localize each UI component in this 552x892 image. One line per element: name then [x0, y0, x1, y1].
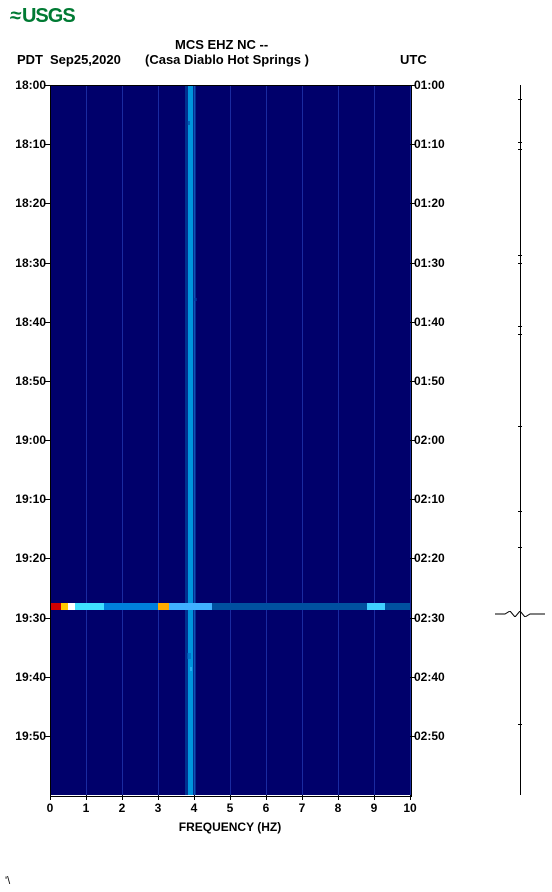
y-tick-label-left: 18:50	[15, 374, 46, 388]
gridline	[158, 85, 159, 795]
x-tick	[122, 795, 123, 800]
x-tick	[302, 795, 303, 800]
timezone-right-label: UTC	[400, 52, 427, 67]
y-tick-label-right: 02:40	[414, 670, 445, 684]
x-tick-label: 3	[155, 801, 162, 815]
station-code: MCS EHZ NC --	[175, 37, 268, 52]
y-tick-label-right: 01:30	[414, 256, 445, 270]
y-tick-label-right: 02:10	[414, 492, 445, 506]
gridline	[230, 85, 231, 795]
spectrogram-plot: 01234567891018:0018:1018:2018:3018:4018:…	[50, 85, 410, 795]
event-segment	[68, 603, 75, 610]
y-tick-label-left: 18:20	[15, 196, 46, 210]
x-tick-label: 4	[191, 801, 198, 815]
x-tick-label: 10	[403, 801, 416, 815]
y-tick-label-left: 19:10	[15, 492, 46, 506]
y-tick-label-left: 19:20	[15, 551, 46, 565]
y-tick-label-left: 18:40	[15, 315, 46, 329]
x-tick	[338, 795, 339, 800]
event-segment	[385, 603, 410, 610]
event-row	[50, 603, 410, 610]
x-tick	[158, 795, 159, 800]
footer-mark: '\	[5, 875, 10, 887]
event-segment	[50, 603, 61, 610]
x-axis-label: FREQUENCY (HZ)	[50, 820, 410, 834]
seismo-noise	[518, 511, 522, 512]
y-tick-label-right: 02:50	[414, 729, 445, 743]
gridline	[302, 85, 303, 795]
gridline	[86, 85, 87, 795]
noise-patch	[187, 653, 191, 659]
y-tick-label-right: 01:40	[414, 315, 445, 329]
x-tick-label: 9	[371, 801, 378, 815]
seismogram-panel	[500, 85, 540, 795]
date-label: Sep25,2020	[50, 52, 121, 67]
x-tick-label: 2	[119, 801, 126, 815]
y-tick-label-right: 02:00	[414, 433, 445, 447]
y-tick-label-right: 02:30	[414, 611, 445, 625]
gridline	[374, 85, 375, 795]
x-tick-label: 8	[335, 801, 342, 815]
event-segment	[169, 603, 212, 610]
y-tick-label-left: 19:40	[15, 670, 46, 684]
event-segment	[75, 603, 104, 610]
x-tick	[374, 795, 375, 800]
x-tick	[230, 795, 231, 800]
seismo-noise	[518, 326, 522, 327]
x-tick-label: 1	[83, 801, 90, 815]
seismo-noise	[518, 263, 522, 264]
x-tick	[410, 795, 411, 800]
x-tick	[86, 795, 87, 800]
noise-patch	[194, 298, 197, 301]
timezone-left-label: PDT	[17, 52, 43, 67]
event-segment	[104, 603, 158, 610]
y-tick-label-left: 19:00	[15, 433, 46, 447]
x-tick-label: 7	[299, 801, 306, 815]
y-tick-label-right: 02:20	[414, 551, 445, 565]
logo-wave-icon: ≈	[8, 5, 22, 28]
x-tick	[50, 795, 51, 800]
y-tick-label-left: 18:30	[15, 256, 46, 270]
seismo-noise	[518, 149, 522, 150]
seismo-noise	[518, 724, 522, 725]
y-tick-label-right: 01:50	[414, 374, 445, 388]
seismo-noise	[518, 334, 522, 335]
seismo-noise	[518, 426, 522, 427]
event-segment	[212, 603, 367, 610]
event-segment	[367, 603, 385, 610]
event-segment	[158, 603, 169, 610]
seismogram-baseline	[520, 85, 521, 795]
seismo-noise	[518, 547, 522, 548]
y-tick-label-right: 01:20	[414, 196, 445, 210]
seismo-noise	[518, 255, 522, 256]
gridline	[338, 85, 339, 795]
gridline	[50, 85, 51, 795]
x-tick	[194, 795, 195, 800]
station-name: (Casa Diablo Hot Springs )	[145, 52, 309, 67]
persistent-band-halo	[185, 85, 196, 795]
seismo-noise	[518, 142, 522, 143]
y-tick-label-right: 01:10	[414, 137, 445, 151]
y-tick-label-left: 19:50	[15, 729, 46, 743]
x-tick-label: 6	[263, 801, 270, 815]
seismo-noise	[518, 99, 522, 100]
logo-text: USGS	[22, 5, 75, 27]
noise-patch	[190, 667, 192, 671]
seismo-event	[495, 604, 545, 610]
event-segment	[61, 603, 68, 610]
x-tick	[266, 795, 267, 800]
x-tick-label: 5	[227, 801, 234, 815]
y-tick-label-left: 18:00	[15, 78, 46, 92]
noise-patch	[187, 121, 190, 125]
y-tick-label-left: 19:30	[15, 611, 46, 625]
x-tick-label: 0	[47, 801, 54, 815]
y-tick-label-left: 18:10	[15, 137, 46, 151]
gridline	[122, 85, 123, 795]
usgs-logo: ≈USGS	[10, 5, 75, 28]
y-tick-label-right: 01:00	[414, 78, 445, 92]
gridline	[266, 85, 267, 795]
